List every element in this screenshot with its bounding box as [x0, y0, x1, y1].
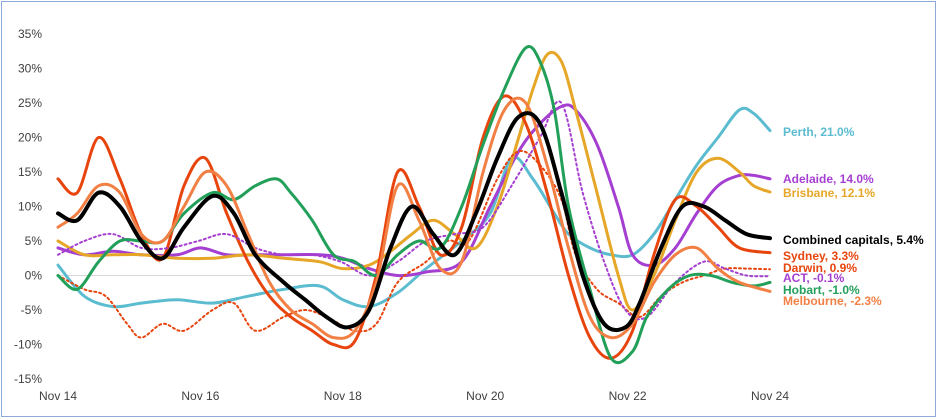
x-tick-label: Nov 24: [751, 389, 789, 403]
y-axis: 35% 30% 25% 20% 15% 10% 5% 0% -5% -10% -15%: [14, 27, 42, 386]
series-label-darwin: Darwin, 0.9%: [783, 261, 857, 275]
series-label-act: ACT, -0.1%: [783, 271, 845, 285]
y-tick-label: 25%: [18, 96, 42, 110]
y-tick-label: 30%: [18, 62, 42, 76]
x-tick-label: Nov 20: [466, 389, 504, 403]
y-tick-label: 0%: [25, 269, 43, 283]
series-label-combined-capitals: Combined capitals, 5.4%: [783, 233, 924, 247]
series-labels: Perth, 21.0% Adelaide, 14.0%Brisbane, 12.…: [783, 125, 924, 308]
series-line-sydney: [56, 94, 772, 360]
x-axis: Nov 14 Nov 16 Nov 18 Nov 20 Nov 22 Nov 24: [39, 389, 789, 403]
y-tick-label: 20%: [18, 131, 42, 145]
y-tick-label: 35%: [18, 27, 42, 41]
y-tick-label: -10%: [14, 338, 42, 352]
series-line-combined-capitals: [56, 111, 772, 333]
series-line-brisbane: [56, 50, 772, 312]
series-label-brisbane: Brisbane, 12.1%: [783, 186, 875, 200]
x-tick-label: Nov 22: [609, 389, 647, 403]
x-tick-label: Nov 16: [181, 389, 219, 403]
series-group: [56, 45, 772, 365]
y-tick-label: 15%: [18, 165, 42, 179]
x-tick-label: Nov 18: [324, 389, 362, 403]
series-line-act: [57, 100, 771, 321]
y-tick-label: 10%: [18, 200, 42, 214]
series-label-hobart: Hobart, -1.0%: [783, 283, 860, 297]
y-tick-label: -5%: [21, 303, 43, 317]
series-label-adelaide: Adelaide, 14.0%: [783, 172, 874, 186]
series-label-sydney: Sydney, 3.3%: [783, 249, 859, 263]
series-line-adelaide: [56, 103, 772, 278]
series-label-perth: Perth, 21.0%: [783, 125, 855, 139]
series-line-hobart: [56, 45, 772, 365]
y-tick-label: -15%: [14, 372, 42, 386]
series-label-melbourne: Melbourne, -2.3%: [783, 294, 882, 308]
series-line-perth: [56, 106, 772, 309]
y-tick-label: 5%: [25, 234, 43, 248]
x-tick-label: Nov 14: [39, 389, 77, 403]
